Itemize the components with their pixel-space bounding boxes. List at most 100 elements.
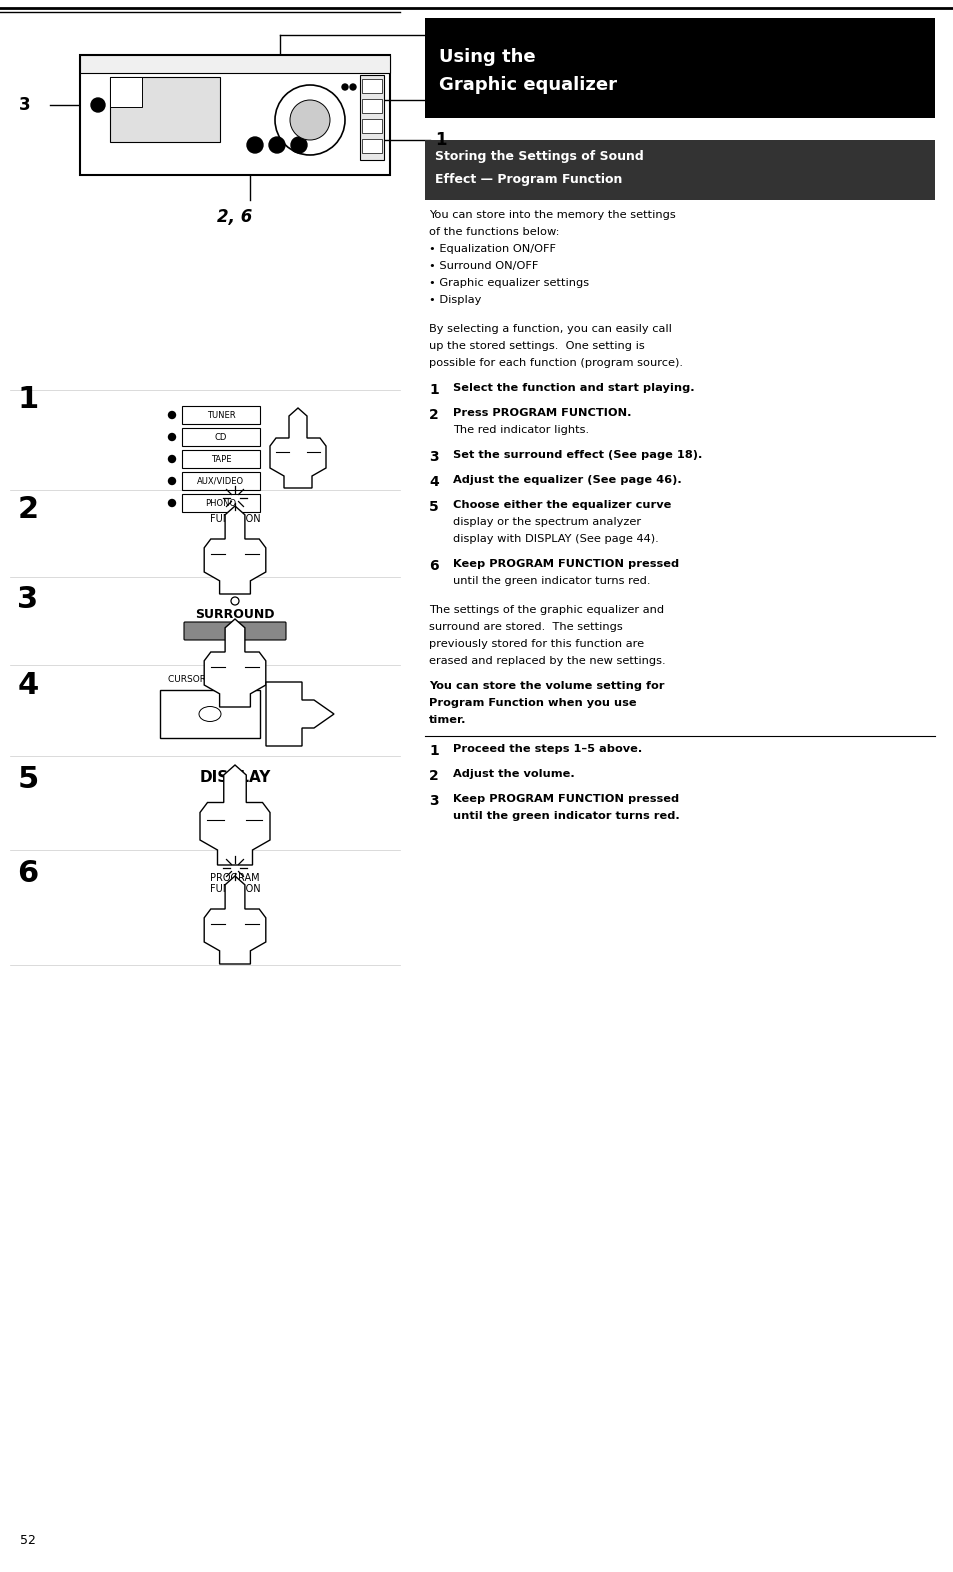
Text: • Surround ON/OFF: • Surround ON/OFF [429,261,537,270]
Text: PROGRAM: PROGRAM [210,872,259,883]
Circle shape [169,456,175,462]
Text: display or the spectrum analyzer: display or the spectrum analyzer [453,517,640,527]
Text: 1: 1 [429,384,438,398]
Text: 2: 2 [429,769,438,783]
Text: • Display: • Display [429,296,481,305]
Text: ▲: ▲ [206,695,213,704]
Text: • Graphic equalizer settings: • Graphic equalizer settings [429,278,589,288]
Text: 6: 6 [17,858,38,888]
Text: 2: 2 [429,409,438,421]
Text: ►: ► [224,709,232,718]
Text: 4: 4 [429,475,438,489]
Text: 3: 3 [19,96,30,115]
Text: 52: 52 [20,1534,36,1547]
Text: possible for each function (program source).: possible for each function (program sour… [429,358,682,368]
Text: erased and replaced by the new settings.: erased and replaced by the new settings. [429,656,665,667]
Text: ▼: ▼ [206,723,213,733]
Text: Select the function and start playing.: Select the function and start playing. [453,384,694,393]
Text: PHONO: PHONO [205,498,236,508]
Text: previously stored for this function are: previously stored for this function are [429,638,643,649]
Text: 5: 5 [435,27,446,44]
Text: 6: 6 [429,560,438,574]
Circle shape [290,101,330,140]
FancyBboxPatch shape [110,77,220,141]
FancyBboxPatch shape [80,55,390,174]
Text: DISPLAY: DISPLAY [199,770,271,786]
FancyBboxPatch shape [182,472,260,490]
Polygon shape [204,876,266,964]
FancyBboxPatch shape [182,406,260,424]
Text: surround are stored.  The settings: surround are stored. The settings [429,623,622,632]
Polygon shape [200,766,270,865]
Text: TAPE: TAPE [211,454,231,464]
Polygon shape [270,409,326,487]
FancyBboxPatch shape [424,17,934,118]
Text: Proceed the steps 1–5 above.: Proceed the steps 1–5 above. [453,744,641,755]
FancyBboxPatch shape [184,623,286,640]
Text: Adjust the equalizer (See page 46).: Adjust the equalizer (See page 46). [453,475,681,486]
Text: until the green indicator turns red.: until the green indicator turns red. [453,811,679,821]
Text: ◄: ◄ [188,709,195,718]
Polygon shape [204,619,266,707]
Text: Set the surround effect (See page 18).: Set the surround effect (See page 18). [453,450,701,461]
Text: 4: 4 [435,91,446,108]
Text: FUNCTION: FUNCTION [210,514,260,523]
FancyBboxPatch shape [182,494,260,512]
Text: display with DISPLAY (See page 44).: display with DISPLAY (See page 44). [453,534,659,544]
Text: until the green indicator turns red.: until the green indicator turns red. [453,575,650,586]
Text: You can store the volume setting for: You can store the volume setting for [429,681,664,692]
FancyBboxPatch shape [182,428,260,446]
Text: 3: 3 [17,585,38,615]
Text: FUNCTION: FUNCTION [210,883,260,894]
FancyBboxPatch shape [361,138,381,152]
Text: 5: 5 [429,500,438,514]
Ellipse shape [199,706,221,722]
Text: 1: 1 [435,130,446,149]
FancyBboxPatch shape [361,99,381,113]
Circle shape [291,137,307,152]
Text: The settings of the graphic equalizer and: The settings of the graphic equalizer an… [429,605,663,615]
FancyBboxPatch shape [110,77,142,107]
Circle shape [169,412,175,418]
Text: up the stored settings.  One setting is: up the stored settings. One setting is [429,341,644,351]
Circle shape [169,478,175,484]
Text: 1: 1 [17,385,38,415]
FancyBboxPatch shape [361,119,381,134]
Text: 4: 4 [17,671,38,700]
Text: Choose either the equalizer curve: Choose either the equalizer curve [453,500,671,509]
FancyBboxPatch shape [359,75,384,160]
Circle shape [247,137,263,152]
Circle shape [274,85,345,156]
FancyBboxPatch shape [361,79,381,93]
Text: You can store into the memory the settings: You can store into the memory the settin… [429,211,675,220]
FancyBboxPatch shape [160,690,260,737]
Circle shape [169,434,175,440]
Text: PROGRAM: PROGRAM [210,503,259,512]
FancyBboxPatch shape [182,450,260,468]
Text: Adjust the volume.: Adjust the volume. [453,769,574,780]
FancyBboxPatch shape [80,55,390,72]
Text: By selecting a function, you can easily call: By selecting a function, you can easily … [429,324,671,333]
Text: 2, 6: 2, 6 [217,208,253,226]
Text: AUX/VIDEO: AUX/VIDEO [197,476,244,486]
Text: The red indicator lights.: The red indicator lights. [453,424,589,435]
Text: Keep PROGRAM FUNCTION pressed: Keep PROGRAM FUNCTION pressed [453,794,679,803]
Text: 1: 1 [429,744,438,758]
FancyBboxPatch shape [424,140,934,200]
Text: 3: 3 [429,794,438,808]
Circle shape [350,83,355,90]
Circle shape [341,83,348,90]
Text: TUNER: TUNER [207,410,235,420]
Polygon shape [204,506,266,594]
Circle shape [269,137,285,152]
Text: CD: CD [214,432,227,442]
Text: • Equalization ON/OFF: • Equalization ON/OFF [429,244,556,255]
Circle shape [91,97,105,112]
Polygon shape [266,682,334,747]
Text: 2: 2 [17,495,38,525]
Text: 3: 3 [429,450,438,464]
Text: Storing the Settings of Sound: Storing the Settings of Sound [435,149,643,163]
Text: SURROUND: SURROUND [195,608,274,621]
Text: Using the: Using the [438,49,535,66]
Text: timer.: timer. [429,715,466,725]
